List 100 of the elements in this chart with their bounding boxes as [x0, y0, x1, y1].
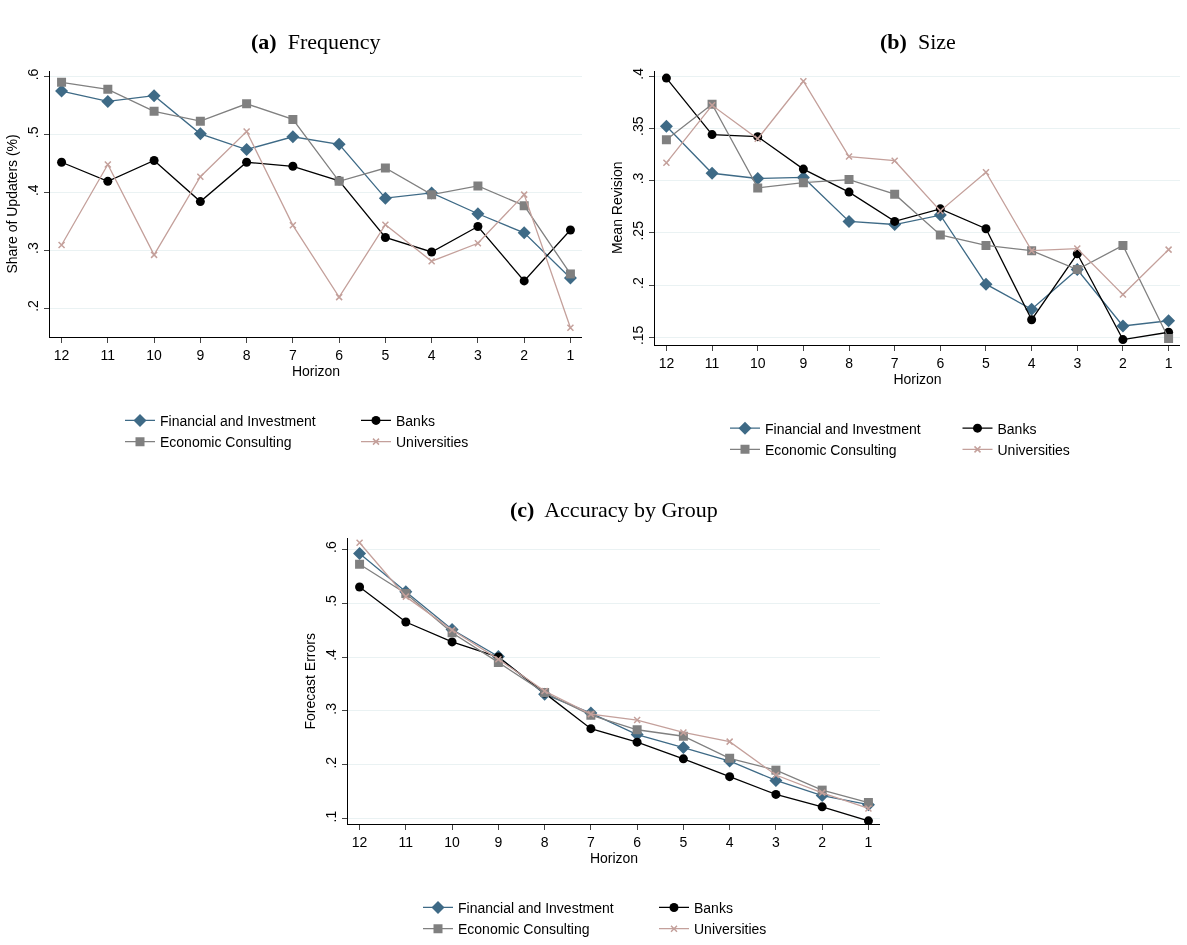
point: [57, 77, 67, 87]
x-tick-label: 6: [633, 833, 642, 850]
point: [753, 183, 763, 193]
legend-label: Universities: [997, 441, 1070, 458]
point: [890, 156, 899, 165]
x-tick-label: 4: [427, 346, 436, 363]
x-tick-label: 5: [679, 833, 688, 850]
point: [101, 94, 115, 108]
point: [380, 163, 390, 173]
point: [519, 276, 529, 286]
x-tick-label: 7: [288, 346, 297, 363]
legend-label: Economic Consulting: [458, 921, 590, 938]
point: [103, 176, 113, 186]
point: [935, 230, 945, 240]
legend-label: Universities: [396, 434, 469, 451]
point: [1162, 314, 1176, 328]
point: [355, 559, 365, 569]
point: [817, 802, 827, 812]
legend-label: Financial and Investment: [160, 412, 316, 429]
point: [586, 724, 596, 734]
point: [332, 137, 346, 151]
point: [707, 130, 717, 140]
point: [401, 617, 411, 627]
y-tick-label: .2: [323, 756, 340, 769]
point: [242, 99, 252, 109]
point: [678, 754, 688, 764]
point: [55, 84, 69, 98]
x-tick-label: 3: [772, 833, 781, 850]
y-tick-label: .2: [25, 299, 42, 312]
point: [1025, 302, 1039, 316]
x-tick-label: 7: [890, 354, 899, 371]
point: [286, 130, 300, 144]
x-tick-label: 3: [474, 346, 483, 363]
legend-label: Economic Consulting: [160, 434, 292, 451]
point: [1118, 240, 1128, 250]
point: [427, 247, 437, 257]
point: [844, 175, 854, 185]
point: [1118, 335, 1128, 345]
y-tick-label: .3: [25, 242, 42, 254]
point: [103, 84, 113, 94]
y-tick-label: .4: [630, 67, 647, 80]
x-tick-label: 9: [799, 354, 808, 371]
y-tick-label: .5: [25, 126, 42, 139]
legend-label: Banks: [396, 412, 435, 429]
x-tick-label: 9: [494, 833, 503, 850]
y-tick-label: .4: [25, 184, 42, 197]
point: [147, 89, 161, 103]
point: [844, 187, 854, 197]
point: [471, 207, 485, 221]
point: [705, 166, 719, 180]
point: [890, 216, 900, 226]
y-tick-label: .3: [630, 172, 647, 185]
legend-label: Economic Consulting: [765, 441, 897, 458]
point: [1027, 315, 1037, 325]
point: [355, 582, 365, 592]
x-tick-label: 8: [540, 833, 549, 850]
chart-title: (b) Size: [880, 29, 956, 54]
chart-title: (a) Frequency: [251, 29, 381, 54]
point: [676, 741, 690, 755]
x-tick-label: 11: [704, 354, 720, 371]
x-tick-label: 5: [381, 346, 390, 363]
x-tick-label: 4: [725, 833, 734, 850]
point: [335, 293, 343, 301]
point: [632, 737, 642, 747]
x-tick-label: 1: [1164, 354, 1173, 371]
x-tick-label: 2: [818, 833, 827, 850]
legend-label: Financial and Investment: [458, 899, 614, 916]
y-axis-title: Forecast Errors: [302, 633, 318, 730]
x-tick-label: 7: [586, 833, 595, 850]
point: [149, 156, 159, 165]
x-tick-label: 10: [444, 833, 461, 850]
point: [863, 816, 873, 825]
x-tick-label: 12: [53, 346, 70, 363]
point: [195, 116, 205, 126]
point: [725, 772, 735, 782]
point: [864, 804, 873, 813]
point: [1116, 319, 1130, 333]
point: [380, 232, 390, 242]
point: [979, 277, 993, 291]
x-tick-label: 12: [658, 354, 675, 371]
chart-title: (c) Accuracy by Group: [510, 497, 718, 522]
x-tick-label: 5: [982, 354, 991, 371]
point: [473, 181, 483, 191]
point: [288, 114, 298, 124]
x-tick-label: 4: [1027, 354, 1036, 371]
x-axis-title: Horizon: [291, 362, 341, 379]
y-tick-label: .15: [630, 325, 647, 346]
point: [242, 157, 252, 167]
legend-label: Banks: [997, 420, 1037, 437]
point: [981, 240, 991, 250]
point: [288, 161, 298, 171]
point: [473, 221, 483, 231]
x-tick-label: 1: [566, 346, 575, 363]
point: [1164, 245, 1173, 254]
x-tick-label: 2: [520, 346, 529, 363]
point: [427, 190, 437, 200]
point: [196, 172, 205, 181]
y-axis-title: Share of Updaters (%): [4, 134, 20, 274]
point: [661, 73, 671, 83]
point: [565, 269, 575, 279]
